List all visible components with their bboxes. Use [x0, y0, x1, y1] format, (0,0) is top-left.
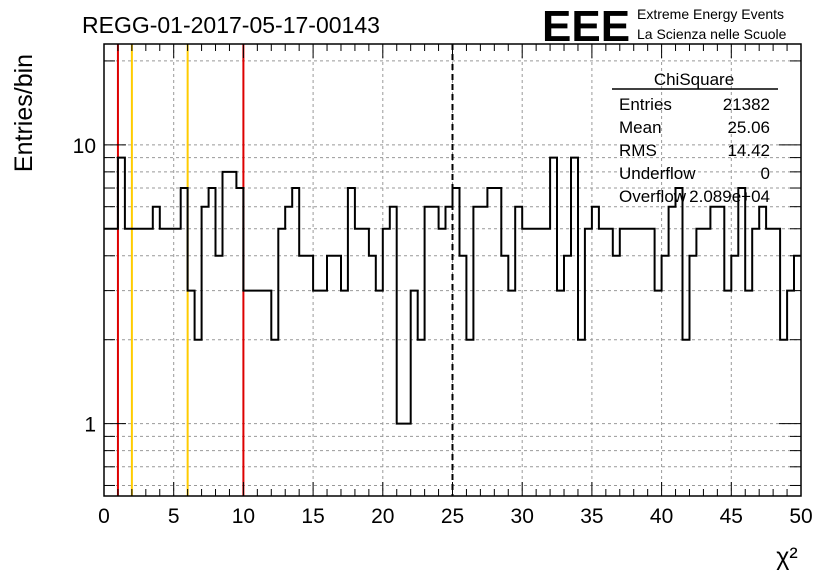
org-name-line2: La Scienza nelle Scuole	[637, 26, 787, 42]
stats-value: 21382	[723, 95, 770, 114]
x-tick-label: 50	[789, 505, 812, 528]
y-tick-label: 1	[84, 414, 96, 437]
axis-ticks: 0 5 10 15 20 25 30 35 40 45 50 1 10	[73, 44, 813, 528]
x-tick-label: 40	[650, 505, 673, 528]
histogram-series	[104, 156, 801, 425]
reference-lines	[116, 44, 454, 496]
stats-value: 14.42	[727, 141, 770, 160]
stats-value: 2.089e+04	[689, 187, 770, 206]
x-tick-label: 0	[98, 505, 110, 528]
org-name-line1: Extreme Energy Events	[637, 6, 784, 22]
stats-label: Mean	[619, 118, 662, 137]
stats-label: RMS	[619, 141, 657, 160]
y-axis-label: Entries/bin	[10, 54, 38, 172]
x-axis-label: χ²	[776, 543, 797, 571]
stats-label: Entries	[619, 95, 672, 114]
run-title: REGG-01-2017-05-17-00143	[82, 12, 380, 38]
x-tick-label: 35	[580, 505, 603, 528]
stats-label: Overflow	[619, 187, 687, 206]
x-tick-label: 20	[371, 505, 394, 528]
x-tick-label: 25	[441, 505, 464, 528]
stats-box-title: ChiSquare	[654, 70, 734, 89]
stats-value: 0	[761, 164, 770, 183]
x-tick-label: 15	[301, 505, 324, 528]
x-tick-label: 5	[168, 505, 180, 528]
stats-label: Underflow	[619, 164, 696, 183]
x-tick-label: 10	[232, 505, 255, 528]
y-tick-label: 10	[73, 135, 96, 158]
eee-logo: EEE	[542, 2, 630, 51]
x-tick-label: 45	[720, 505, 743, 528]
stats-rows: Entries 21382 Mean 25.06 RMS 14.42 Underflow 0 O…	[619, 95, 770, 206]
stats-value: 25.06	[727, 118, 770, 137]
x-tick-label: 30	[511, 505, 534, 528]
stats-box: ChiSquare Entries 21382 Mean 25.06 RMS 14.42 U…	[612, 70, 778, 206]
